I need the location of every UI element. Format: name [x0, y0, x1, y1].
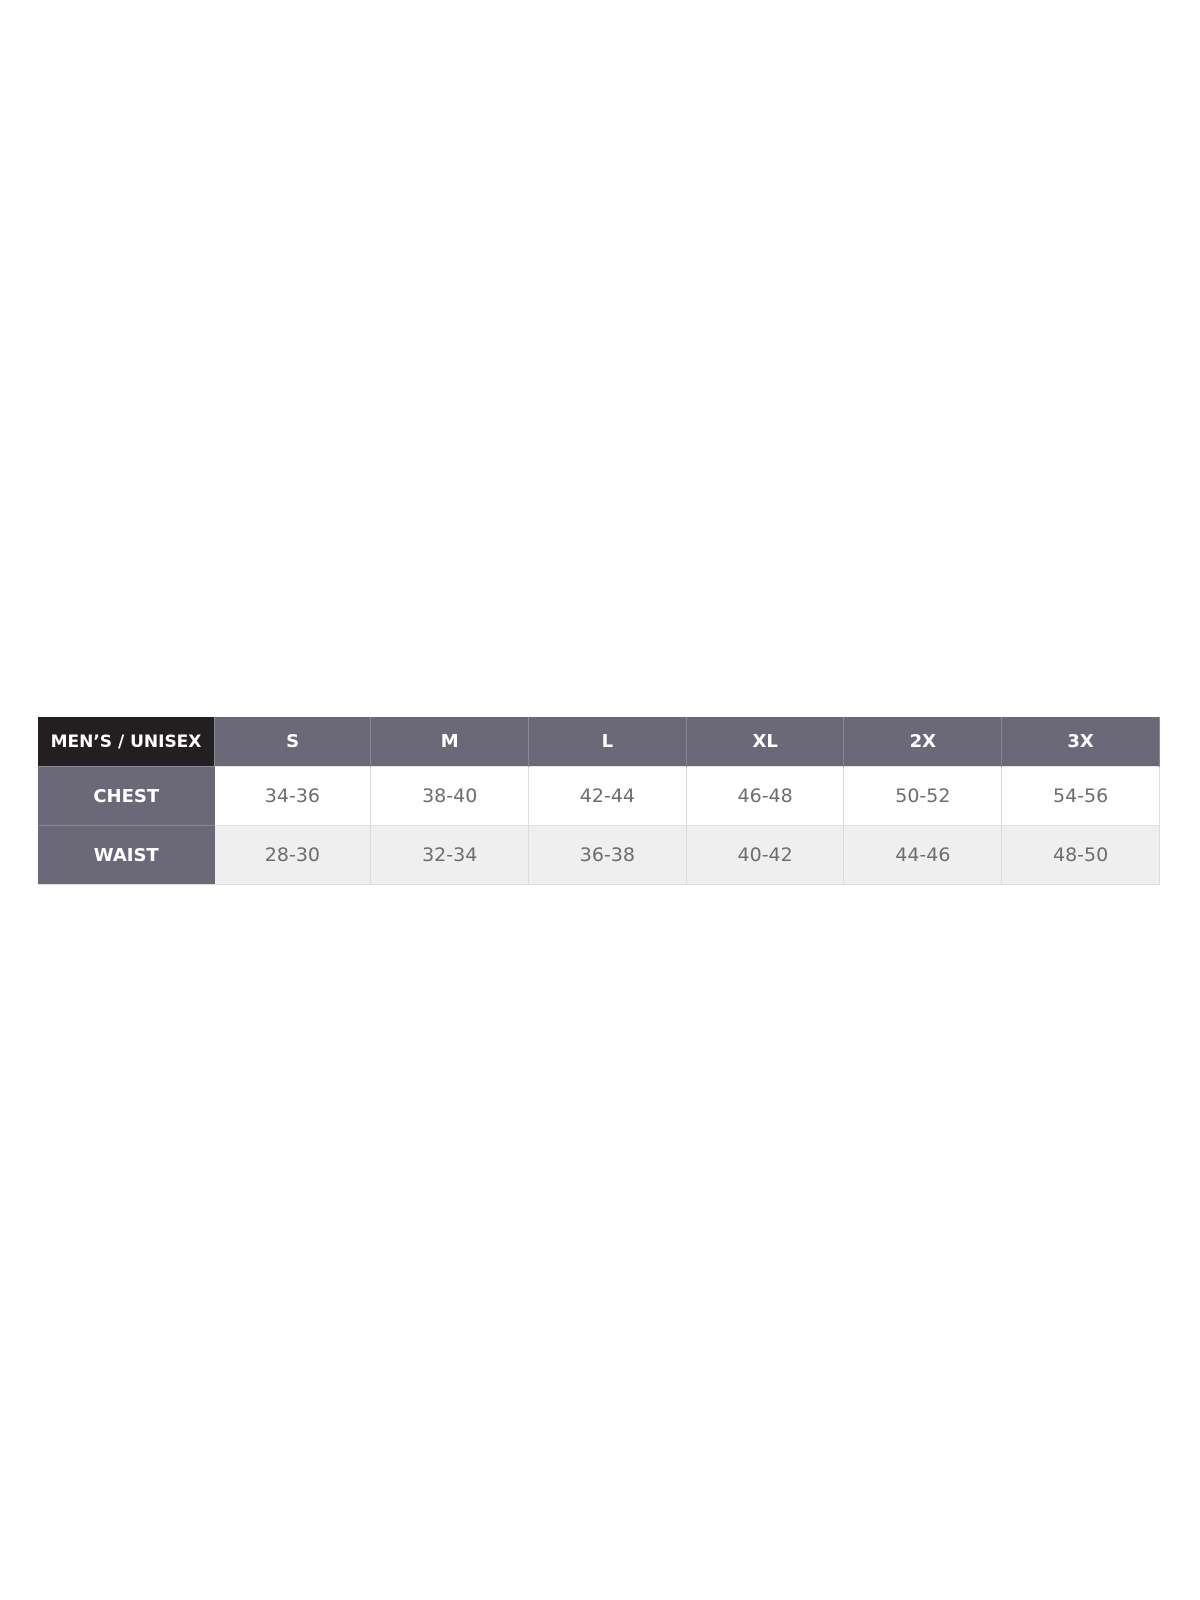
table-cell: 54-56: [1001, 766, 1160, 826]
table-cell: 44-46: [843, 825, 1003, 885]
table-cell: 28-30: [214, 825, 372, 885]
table-cell: 34-36: [214, 766, 372, 826]
size-header-xl: XL: [686, 717, 845, 767]
size-header-s: S: [214, 717, 372, 767]
size-header-2x: 2X: [843, 717, 1003, 767]
table-cell: 38-40: [370, 766, 530, 826]
size-header-m: M: [370, 717, 530, 767]
row-label: WAIST: [38, 825, 215, 885]
size-header-3x: 3X: [1001, 717, 1160, 767]
table-cell: 36-38: [528, 825, 687, 885]
size-chart-table: MEN’S / UNISEX S M L XL 2X 3X CHEST 34-3…: [38, 717, 1160, 885]
table-cell: 42-44: [528, 766, 687, 826]
table-cell: 32-34: [370, 825, 530, 885]
corner-label: MEN’S / UNISEX: [38, 717, 215, 767]
table-row-waist: WAIST 28-30 32-34 36-38 40-42 44-46 48-5…: [38, 825, 1160, 885]
table-cell: 40-42: [686, 825, 845, 885]
table-cell: 48-50: [1001, 825, 1160, 885]
row-label: CHEST: [38, 766, 215, 826]
size-header-l: L: [528, 717, 687, 767]
table-cell: 50-52: [843, 766, 1003, 826]
table-row-chest: CHEST 34-36 38-40 42-44 46-48 50-52 54-5…: [38, 766, 1160, 826]
table-cell: 46-48: [686, 766, 845, 826]
header-row: MEN’S / UNISEX S M L XL 2X 3X: [38, 717, 1160, 767]
